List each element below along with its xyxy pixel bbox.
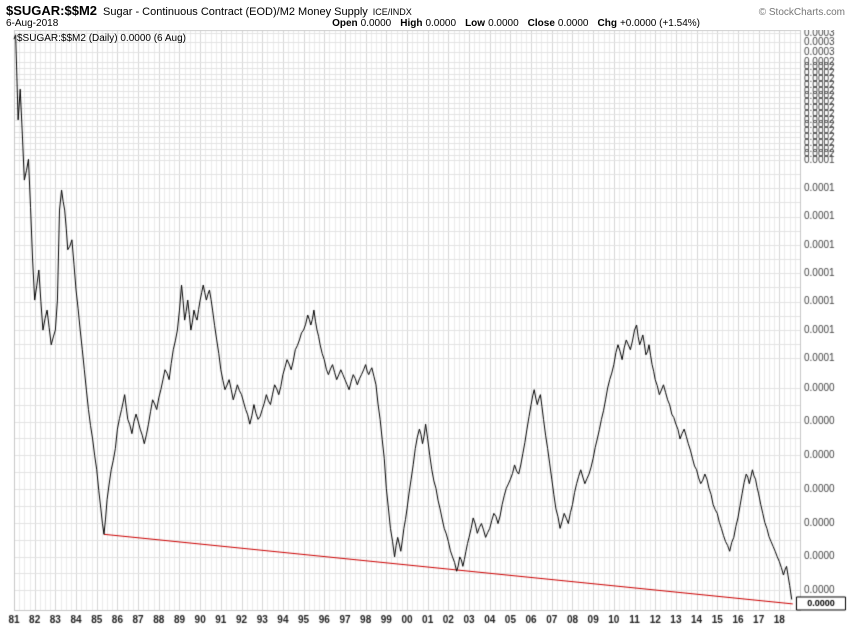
- ohlc-quote: Open 0.0000 High 0.0000 Low 0.0000 Close 0.0…: [323, 18, 700, 29]
- chart-date: 6-Aug-2018: [6, 18, 59, 29]
- quote-change: Chg +0.0000 (+1.54%): [597, 18, 700, 29]
- quote-low: Low 0.0000: [465, 18, 519, 29]
- quote-row: 6-Aug-2018 Open 0.0000 High 0.0000 Low 0.00…: [6, 18, 700, 29]
- exchange-label: ICE/INDX: [372, 7, 412, 17]
- instrument-description: Sugar - Continuous Contract (EOD)/M2 Mon…: [103, 6, 368, 18]
- quote-open: Open 0.0000: [332, 18, 392, 29]
- ticker-symbol: $SUGAR:$$M2: [6, 3, 98, 18]
- chart-header: $SUGAR:$$M2 Sugar - Continuous Contract …: [0, 0, 850, 30]
- title-row: $SUGAR:$$M2 Sugar - Continuous Contract …: [6, 3, 845, 18]
- stockcharts-copyright: © StockCharts.com: [758, 7, 845, 18]
- series-legend: $SUGAR:$$M2 (Daily) 0.0000 (6 Aug): [17, 33, 186, 44]
- quote-close: Close 0.0000: [527, 18, 589, 29]
- quote-high: High 0.0000: [400, 18, 457, 29]
